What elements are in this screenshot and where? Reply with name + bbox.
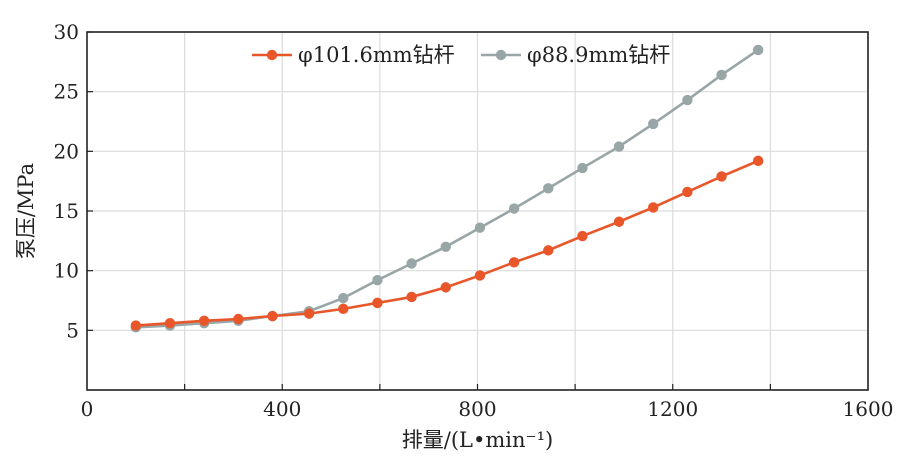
legend-swatch-marker: [495, 49, 507, 61]
data-point: [338, 292, 349, 304]
data-point: [198, 315, 210, 326]
data-point: [440, 241, 451, 252]
legend-item-2: φ88.9mm钻杆: [481, 43, 670, 67]
data-point: [682, 186, 693, 198]
data-point: [613, 141, 625, 152]
y-tick-label: 15: [54, 199, 79, 223]
data-point: [543, 245, 554, 256]
data-point: [233, 313, 244, 325]
legend: φ101.6mm钻杆 φ88.9mm钻杆: [252, 43, 670, 67]
series-1: [130, 155, 764, 331]
data-point: [648, 202, 659, 213]
y-tick-label: 30: [54, 20, 79, 44]
x-tick-label: 1200: [647, 397, 698, 421]
x-tick-label: 1600: [843, 397, 894, 421]
data-point: [164, 317, 176, 329]
y-tick-label: 5: [66, 318, 79, 342]
grid-lines: [87, 32, 868, 390]
x-axis-title: 排量/(L•min⁻¹): [402, 428, 553, 452]
data-point: [372, 275, 383, 286]
data-point: [267, 310, 278, 322]
legend-item-1: φ101.6mm钻杆: [252, 43, 455, 67]
data-point: [716, 171, 727, 182]
y-tick-label: 20: [54, 139, 79, 163]
series-layer: [130, 44, 764, 333]
data-point: [716, 69, 727, 81]
legend-label: φ101.6mm钻杆: [298, 43, 455, 67]
data-point: [130, 320, 142, 331]
data-point: [338, 303, 349, 315]
data-point: [406, 258, 417, 269]
data-point: [752, 44, 764, 56]
data-point: [543, 183, 554, 194]
data-point: [508, 257, 520, 268]
data-point: [508, 203, 520, 214]
data-point: [303, 308, 315, 319]
x-tick-label: 400: [263, 397, 301, 421]
data-point: [648, 118, 659, 130]
data-point: [440, 282, 451, 293]
data-point: [682, 94, 693, 106]
data-point: [613, 216, 625, 227]
data-point: [577, 162, 588, 174]
data-point: [474, 270, 486, 281]
data-point: [406, 291, 417, 303]
y-axis-title: 泵压/MPa: [14, 163, 38, 259]
data-point: [474, 222, 486, 233]
x-tick-label: 800: [458, 397, 496, 421]
data-point: [577, 230, 588, 242]
legend-label: φ88.9mm钻杆: [527, 43, 670, 67]
y-tick-label: 25: [54, 80, 79, 104]
y-tick-label: 10: [54, 259, 79, 283]
axis-ticks: 0 400 800 1200 1600 5 10 15 20 25 30: [54, 20, 894, 421]
data-point: [752, 155, 764, 167]
x-tick-label: 0: [81, 397, 94, 421]
data-point: [372, 297, 383, 309]
legend-swatch-marker: [266, 49, 278, 61]
